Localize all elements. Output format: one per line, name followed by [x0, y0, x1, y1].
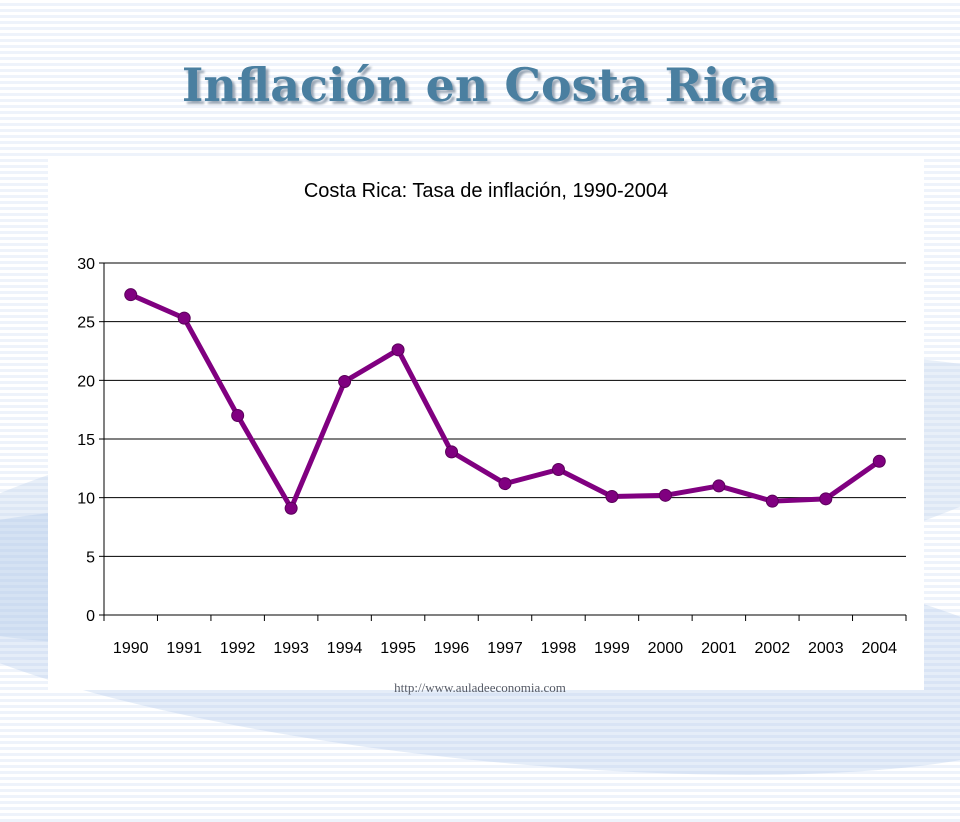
gridlines — [104, 262, 906, 557]
y-tick-label: 15 — [77, 432, 95, 449]
inflation-line-chart: Costa Rica: Tasa de inflación, 1990-2004… — [77, 180, 907, 657]
x-tick-label: 2002 — [755, 640, 791, 657]
x-tick-label: 2001 — [701, 640, 737, 657]
data-point — [551, 463, 565, 477]
data-point — [338, 375, 352, 389]
x-tick-label: 1999 — [594, 640, 630, 657]
chart-title: Costa Rica: Tasa de inflación, 1990-2004 — [304, 180, 668, 202]
y-tick-label: 20 — [77, 373, 95, 390]
x-tick-label: 1996 — [434, 640, 470, 657]
x-tick-label: 2003 — [808, 640, 844, 657]
data-point — [391, 343, 405, 357]
y-tick-label: 25 — [77, 315, 95, 332]
data-point — [231, 409, 245, 423]
data-point — [445, 445, 459, 459]
x-tick-label: 2004 — [861, 640, 897, 657]
y-tick-label: 5 — [86, 549, 95, 566]
x-tick-label: 1992 — [220, 640, 256, 657]
series — [124, 288, 886, 515]
chart-panel: Costa Rica: Tasa de inflación, 1990-2004… — [48, 157, 924, 690]
x-tick-label: 1993 — [273, 640, 309, 657]
data-point — [284, 501, 298, 515]
y-tick-labels: 0 5 10 15 20 25 30 — [77, 256, 95, 625]
series-line — [129, 292, 881, 511]
data-point — [658, 488, 672, 502]
data-point — [765, 494, 779, 508]
x-tick-label: 1998 — [541, 640, 577, 657]
axes — [99, 262, 907, 621]
data-point — [605, 489, 619, 503]
x-tick-label: 1990 — [113, 640, 149, 657]
x-tick-label: 1994 — [327, 640, 363, 657]
footer-url: http://www.auladeeconomia.com — [394, 680, 566, 695]
data-point — [819, 492, 833, 506]
x-tick-label: 2000 — [648, 640, 684, 657]
data-point — [177, 311, 191, 325]
x-tick-label: 1991 — [166, 640, 202, 657]
x-tick-label: 1995 — [380, 640, 416, 657]
slide-title: Inflación en Costa Rica — [181, 58, 779, 112]
x-tick-labels: 1990 1991 1992 1993 1994 1995 1996 1997 1998 1999… — [113, 640, 897, 657]
x-tick-label: 1997 — [487, 640, 523, 657]
y-tick-label: 30 — [77, 256, 95, 273]
data-point — [498, 477, 512, 491]
y-tick-label: 0 — [86, 608, 95, 625]
data-point — [712, 479, 726, 493]
data-point — [124, 288, 138, 302]
y-tick-label: 10 — [77, 491, 95, 508]
data-point — [872, 454, 886, 468]
